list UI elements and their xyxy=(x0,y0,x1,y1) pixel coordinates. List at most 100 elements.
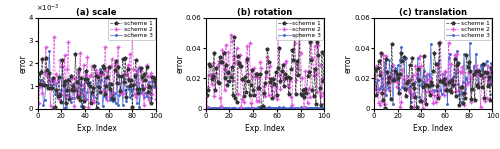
Text: $\times10^{-3}$: $\times10^{-3}$ xyxy=(36,3,60,14)
scheme 3 xyxy=(442,71,448,73)
scheme 2 xyxy=(266,94,272,96)
scheme 3 xyxy=(490,93,496,95)
scheme 1 xyxy=(314,42,320,43)
scheme 1 xyxy=(266,61,272,62)
scheme 2 xyxy=(400,69,406,71)
scheme 3 xyxy=(314,107,320,109)
scheme 1 xyxy=(204,94,210,96)
scheme 1 xyxy=(150,76,156,78)
scheme 3 xyxy=(226,107,232,109)
scheme 2 xyxy=(444,79,450,81)
scheme 2 xyxy=(63,102,69,104)
scheme 3 xyxy=(486,83,492,85)
scheme 2 xyxy=(275,36,281,38)
scheme 3 xyxy=(432,89,438,91)
Line: scheme 1: scheme 1 xyxy=(37,52,158,110)
Line: scheme 3: scheme 3 xyxy=(206,106,325,110)
scheme 1 xyxy=(321,53,327,55)
Line: scheme 3: scheme 3 xyxy=(374,42,494,105)
scheme 1 xyxy=(372,69,378,71)
scheme 1 xyxy=(318,104,324,106)
scheme 3 xyxy=(150,80,156,82)
scheme 2 xyxy=(394,82,400,83)
scheme 1 xyxy=(436,42,442,43)
scheme 1 xyxy=(296,34,302,36)
scheme 3 xyxy=(444,104,450,105)
scheme 1 xyxy=(226,80,232,82)
scheme 2 xyxy=(434,95,440,97)
scheme 2 xyxy=(372,89,378,90)
scheme 3 xyxy=(482,63,488,65)
scheme 1 xyxy=(51,107,57,109)
scheme 1 xyxy=(258,106,264,108)
scheme 3 xyxy=(321,107,327,109)
Line: scheme 1: scheme 1 xyxy=(205,34,326,109)
X-axis label: Exp. Index: Exp. Index xyxy=(414,125,453,134)
scheme 3 xyxy=(394,65,400,66)
scheme 3 xyxy=(66,79,71,80)
scheme 1 xyxy=(98,72,104,73)
scheme 3 xyxy=(318,107,324,109)
Legend: scheme 1, scheme 2, scheme 3: scheme 1, scheme 2, scheme 3 xyxy=(444,19,492,39)
scheme 1 xyxy=(72,53,78,55)
scheme 2 xyxy=(321,102,327,104)
Line: scheme 1: scheme 1 xyxy=(374,41,494,110)
scheme 3 xyxy=(266,107,272,108)
scheme 2 xyxy=(98,90,103,92)
scheme 1 xyxy=(382,108,388,109)
scheme 1 xyxy=(400,56,406,58)
scheme 2 xyxy=(130,32,136,34)
Legend: scheme 1, scheme 2, scheme 3: scheme 1, scheme 2, scheme 3 xyxy=(108,19,155,39)
scheme 3 xyxy=(60,66,66,68)
Line: scheme 3: scheme 3 xyxy=(38,50,157,109)
Line: scheme 2: scheme 2 xyxy=(374,40,494,110)
X-axis label: Exp. Index: Exp. Index xyxy=(245,125,285,134)
scheme 2 xyxy=(486,81,492,83)
scheme 2 xyxy=(296,18,302,20)
scheme 2 xyxy=(153,98,159,100)
scheme 3 xyxy=(98,79,104,81)
scheme 1 xyxy=(396,93,402,94)
scheme 1 xyxy=(482,71,488,73)
scheme 1 xyxy=(64,89,70,90)
Y-axis label: error: error xyxy=(18,54,28,73)
scheme 1 xyxy=(60,59,66,61)
scheme 3 xyxy=(400,86,406,88)
scheme 2 xyxy=(86,106,91,108)
scheme 2 xyxy=(490,80,496,82)
scheme 2 xyxy=(314,91,320,93)
scheme 3 xyxy=(204,107,210,108)
scheme 3 xyxy=(108,90,114,92)
scheme 3 xyxy=(467,42,473,44)
scheme 1 xyxy=(486,76,492,77)
scheme 3 xyxy=(232,107,238,109)
scheme 3 xyxy=(228,108,234,110)
scheme 1 xyxy=(231,36,237,38)
scheme 2 xyxy=(482,100,488,102)
scheme 2 xyxy=(107,95,113,97)
scheme 2 xyxy=(249,108,255,110)
Line: scheme 2: scheme 2 xyxy=(205,18,326,110)
scheme 3 xyxy=(275,107,281,109)
scheme 1 xyxy=(275,67,281,69)
scheme 2 xyxy=(146,100,152,101)
scheme 3 xyxy=(146,81,152,83)
scheme 1 xyxy=(146,85,152,87)
scheme 2 xyxy=(420,107,426,109)
scheme 1 xyxy=(153,84,159,86)
scheme 3 xyxy=(302,106,308,108)
scheme 2 xyxy=(204,106,210,108)
scheme 2 xyxy=(318,95,324,97)
scheme 2 xyxy=(36,103,42,104)
scheme 3 xyxy=(46,50,52,52)
scheme 1 xyxy=(108,83,114,85)
scheme 2 xyxy=(438,41,444,42)
Line: scheme 2: scheme 2 xyxy=(37,31,158,108)
scheme 2 xyxy=(150,93,156,95)
scheme 3 xyxy=(36,86,42,88)
scheme 1 xyxy=(490,83,496,85)
scheme 1 xyxy=(36,73,42,75)
scheme 2 xyxy=(58,66,64,67)
scheme 3 xyxy=(153,83,159,85)
scheme 3 xyxy=(372,66,378,68)
